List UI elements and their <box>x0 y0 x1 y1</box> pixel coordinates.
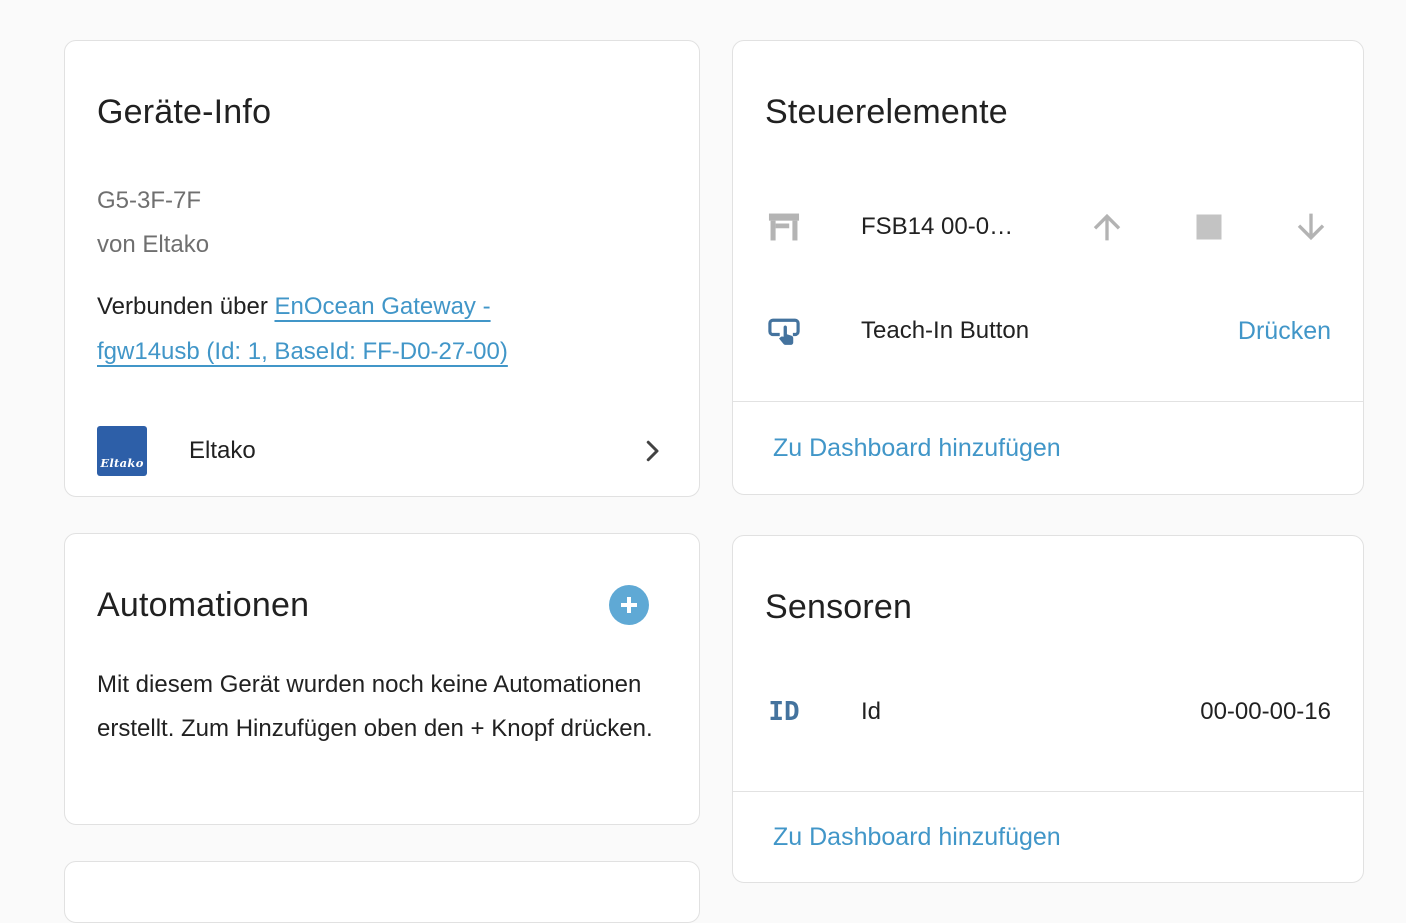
left-column: Geräte-Info G5-3F-7F von Eltako Verbunde… <box>64 40 700 923</box>
gateway-link-line1: EnOcean Gateway - <box>274 293 491 320</box>
id-sensor-row[interactable]: ID Id 00-00-00-16 <box>765 682 1331 742</box>
id-sensor-value: 00-00-00-16 <box>1200 698 1331 725</box>
add-automation-button[interactable] <box>609 585 649 625</box>
device-info-title: Geräte-Info <box>97 93 272 131</box>
cover-open-button[interactable] <box>1087 207 1127 247</box>
controls-card: Steuerelemente FSB14 00-0… <box>732 40 1364 495</box>
sensors-content: Sensoren ID Id 00-00-00-16 <box>733 536 1363 791</box>
cover-close-button[interactable] <box>1291 207 1331 247</box>
device-info-content: Geräte-Info G5-3F-7F von Eltako Verbunde… <box>65 91 699 477</box>
id-sensor-name: Id <box>861 698 882 725</box>
sensors-card: Sensoren ID Id 00-00-00-16 Zu Dashboard … <box>732 535 1364 883</box>
chevron-right-icon <box>646 440 659 462</box>
device-meta: G5-3F-7F von Eltako <box>97 179 667 267</box>
right-column: Steuerelemente FSB14 00-0… <box>732 40 1364 923</box>
cover-entity-row: FSB14 00-0… <box>765 197 1331 257</box>
cover-buttons <box>1087 207 1331 247</box>
device-info-card: Geräte-Info G5-3F-7F von Eltako Verbunde… <box>64 40 700 497</box>
gateway-link[interactable]: EnOcean Gateway - fgw14usb (Id: 1, BaseId… <box>97 293 508 365</box>
identifier-icon: ID <box>765 697 803 727</box>
automations-title-row: Automationen <box>97 584 667 626</box>
sensors-divider <box>733 791 1363 792</box>
eltako-logo: Eltako <box>97 426 147 476</box>
controls-add-to-dashboard-link[interactable]: Zu Dashboard hinzufügen <box>773 433 1061 462</box>
controls-footer: Zu Dashboard hinzufügen <box>733 402 1363 494</box>
automations-empty-text: Mit diesem Gerät wurden noch keine Autom… <box>97 671 653 742</box>
cover-stop-button[interactable] <box>1189 207 1229 247</box>
sensors-add-to-dashboard-link[interactable]: Zu Dashboard hinzufügen <box>773 822 1061 851</box>
connected-via-text: Verbunden über EnOcean Gateway - fgw14usb… <box>97 284 667 374</box>
gateway-link-line2: fgw14usb (Id: 1, BaseId: FF-D0-27-00) <box>97 338 508 365</box>
teach-in-entity-row: Teach-In Button Drücken <box>765 301 1331 361</box>
integration-row[interactable]: Eltako Eltako <box>97 425 667 477</box>
automations-content: Automationen Mit diesem Gerät wurden noc… <box>65 584 699 751</box>
press-button[interactable]: Drücken <box>1237 316 1331 345</box>
gesture-tap-button-icon <box>765 312 803 350</box>
eltako-logo-text: Eltako <box>100 456 144 470</box>
device-model: G5-3F-7F <box>97 187 202 214</box>
identifier-icon-text: ID <box>768 697 800 727</box>
cover-entity-name[interactable]: FSB14 00-0… <box>861 213 1014 240</box>
sensors-footer: Zu Dashboard hinzufügen <box>733 792 1363 882</box>
controls-content: Steuerelemente FSB14 00-0… <box>733 41 1363 401</box>
device-manufacturer: von Eltako <box>97 231 210 258</box>
controls-divider <box>733 401 1363 402</box>
automations-title: Automationen <box>97 586 310 624</box>
stop-icon <box>1196 214 1222 240</box>
controls-title: Steuerelemente <box>765 93 1008 131</box>
arrow-down-icon <box>1297 213 1325 241</box>
plus-icon <box>621 597 637 613</box>
window-shutter-icon <box>765 208 803 246</box>
partial-card <box>64 861 700 923</box>
automations-card: Automationen Mit diesem Gerät wurden noc… <box>64 533 700 825</box>
arrow-up-icon <box>1093 213 1121 241</box>
connected-via-prefix: Verbunden über <box>97 293 275 320</box>
integration-label: Eltako <box>189 437 256 464</box>
teach-in-entity-name[interactable]: Teach-In Button <box>861 317 1030 344</box>
sensors-title: Sensoren <box>765 588 913 626</box>
